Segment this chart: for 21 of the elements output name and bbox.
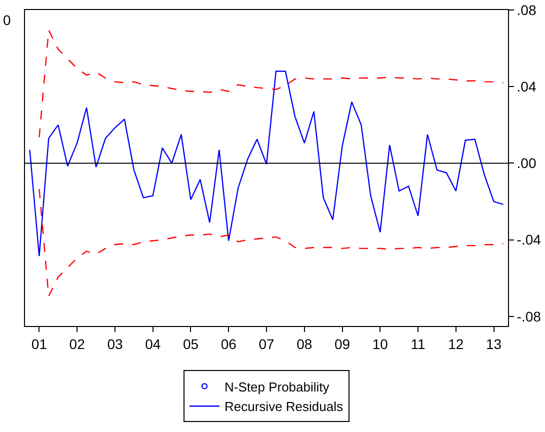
legend-label: Recursive Residuals bbox=[224, 399, 344, 414]
x-tick-label: 08 bbox=[296, 336, 312, 352]
x-tick-label: 02 bbox=[69, 336, 86, 352]
x-tick-label: 12 bbox=[448, 336, 464, 352]
x-tick-label: 04 bbox=[145, 336, 161, 352]
x-tick-label: 01 bbox=[31, 336, 48, 352]
x-tick-label: 10 bbox=[372, 336, 388, 352]
x-tick-label: 11 bbox=[410, 336, 426, 352]
y-tick-label: -.08 bbox=[516, 308, 542, 324]
y-tick-label: .08 bbox=[516, 2, 536, 18]
text: 0 bbox=[3, 12, 11, 28]
x-tick-label: 07 bbox=[258, 336, 274, 352]
x-tick-label: 09 bbox=[334, 336, 350, 352]
x-tick-label: 13 bbox=[486, 336, 502, 352]
x-tick-label: 06 bbox=[220, 336, 237, 352]
x-tick-label: 05 bbox=[182, 336, 199, 352]
x-tick-label: 03 bbox=[107, 336, 123, 352]
y-tick-label: .04 bbox=[516, 78, 536, 95]
y-tick-label: -.04 bbox=[516, 232, 542, 248]
y-tick-label: .00 bbox=[516, 155, 536, 172]
legend-label: N-Step Probability bbox=[224, 379, 330, 394]
